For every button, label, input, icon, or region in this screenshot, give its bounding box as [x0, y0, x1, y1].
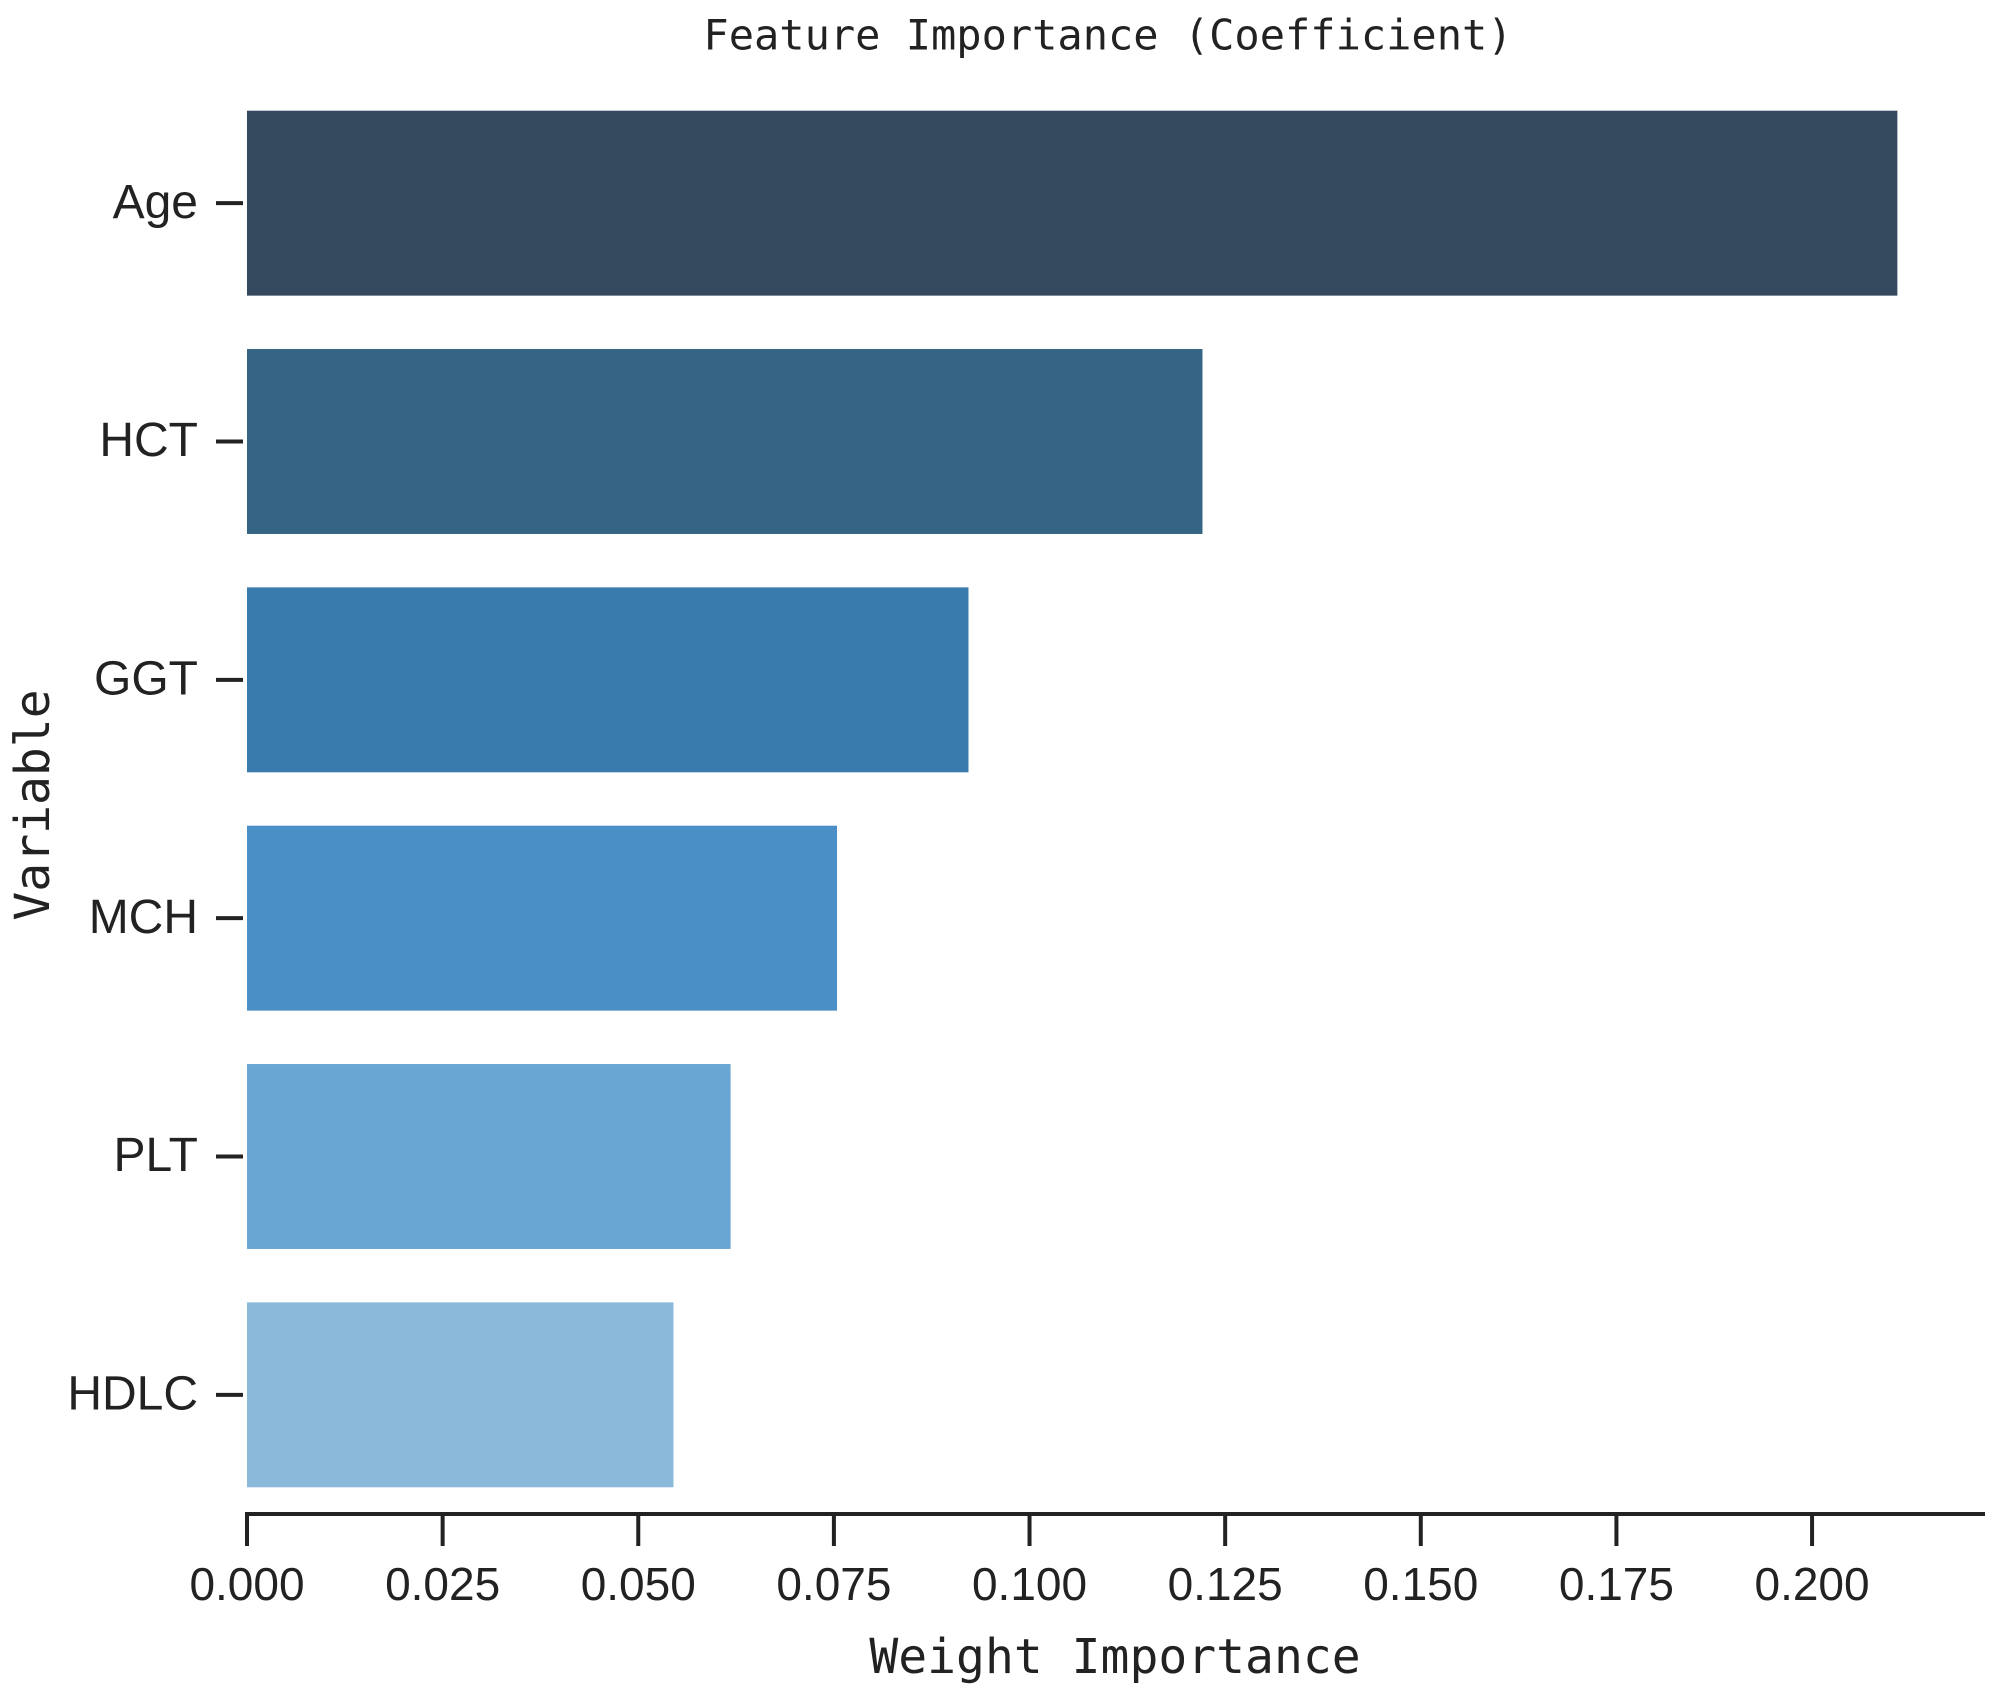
chart-title: Feature Importance (Coefficient) — [703, 11, 1512, 60]
x-axis-label: Weight Importance — [869, 1629, 1360, 1685]
bar — [247, 1302, 674, 1488]
bar — [247, 825, 838, 1011]
x-tick-label: 0.175 — [1559, 1558, 1674, 1610]
y-tick-label: HDLC — [67, 1368, 198, 1421]
x-tick-label: 0.200 — [1754, 1558, 1869, 1610]
bar — [247, 110, 1898, 296]
y-tick-label: PLT — [114, 1129, 198, 1182]
x-tick-label: 0.100 — [972, 1558, 1087, 1610]
y-axis-label: Variable — [5, 689, 61, 920]
x-tick-label: 0.150 — [1363, 1558, 1478, 1610]
x-tick-label: 0.025 — [385, 1558, 500, 1610]
bar — [247, 587, 969, 773]
y-tick-label: MCH — [89, 891, 198, 944]
y-tick-label: GGT — [94, 653, 198, 706]
y-tick-label: Age — [113, 176, 198, 229]
bar — [247, 349, 1203, 534]
x-tick-label: 0.075 — [776, 1558, 891, 1610]
x-tick-label: 0.125 — [1168, 1558, 1283, 1610]
x-tick-label: 0.000 — [189, 1558, 304, 1610]
y-tick-label: HCT — [99, 414, 198, 467]
x-tick-label: 0.050 — [581, 1558, 696, 1610]
bar — [247, 1064, 731, 1249]
